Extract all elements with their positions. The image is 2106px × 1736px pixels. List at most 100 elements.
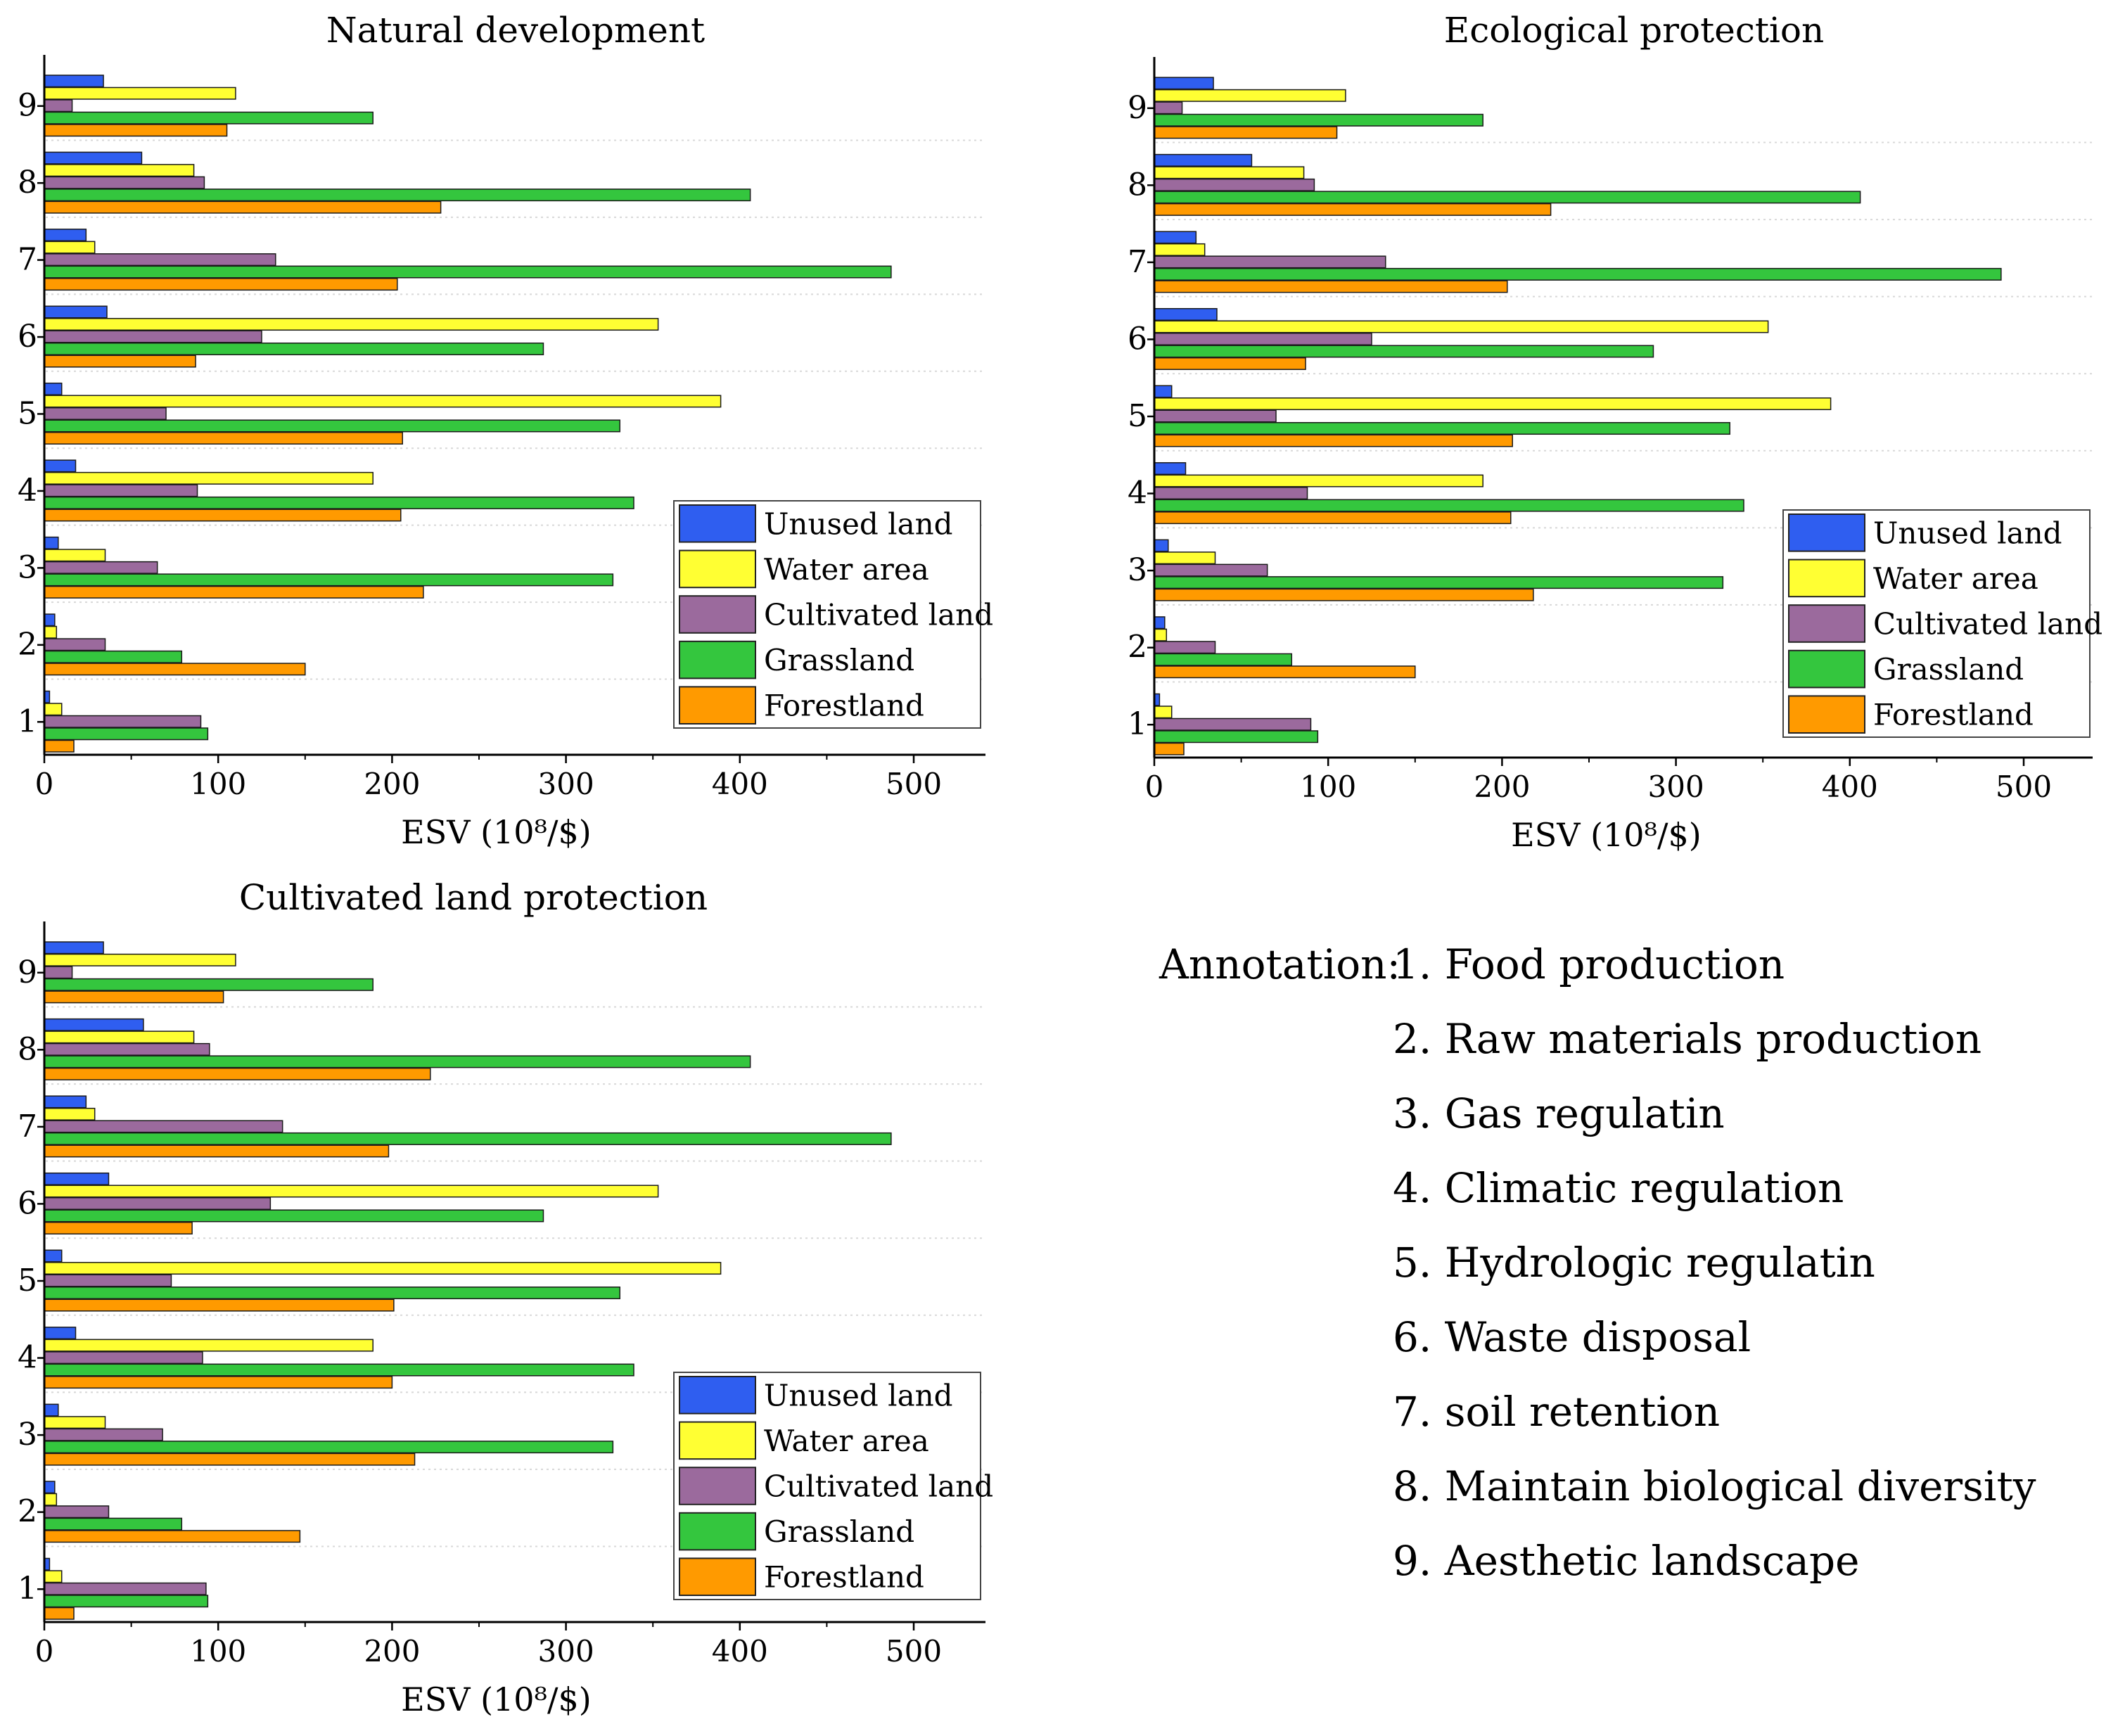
bar-grassland-cat-7 <box>44 265 892 279</box>
bar-cultivated-land-cat-4 <box>1154 487 1308 500</box>
bar-water-area-cat-8 <box>44 164 195 177</box>
bar-water-area-cat-6 <box>1154 320 1769 333</box>
bar-cultivated-land-cat-2 <box>44 638 106 651</box>
bar-grassland-cat-5 <box>44 419 620 433</box>
bar-unused-land-cat-2 <box>44 613 56 627</box>
x-tick-label: 500 <box>1996 770 2052 804</box>
bar-cultivated-land-cat-6 <box>1154 332 1372 345</box>
bar-grassland-cat-6 <box>44 343 544 356</box>
y-tick-label: 8 <box>18 1031 37 1067</box>
bar-grassland-cat-4 <box>1154 499 1744 512</box>
y-tick-label: 9 <box>1128 90 1147 126</box>
x-tick-label: 500 <box>886 767 942 801</box>
legend-swatch-unused-land <box>679 504 756 543</box>
bar-water-area-cat-4 <box>44 1339 374 1352</box>
bar-forestland-cat-8 <box>44 1067 431 1080</box>
x-tick-label: 100 <box>190 767 246 801</box>
annotation-item-7: 7. soil retention <box>1393 1388 1721 1436</box>
bar-unused-land-cat-3 <box>44 536 59 549</box>
bar-forestland-cat-9 <box>1154 126 1338 139</box>
bar-water-area-cat-4 <box>1154 474 1483 487</box>
x-tick-label: 0 <box>35 767 54 801</box>
bar-forestland-cat-4 <box>1154 511 1512 525</box>
bar-unused-land-cat-8 <box>1154 153 1253 167</box>
y-tick-label: 9 <box>18 88 37 124</box>
bar-unused-land-cat-7 <box>44 229 87 242</box>
x-tick-label: 0 <box>1145 770 1164 804</box>
bar-water-area-cat-8 <box>1154 166 1305 179</box>
bar-forestland-cat-4 <box>44 1376 393 1389</box>
legend-swatch-unused-land <box>1788 513 1865 552</box>
legend-label-forestland: Forestland <box>764 1560 924 1595</box>
y-tick-label: 4 <box>18 1340 37 1376</box>
bar-cultivated-land-cat-7 <box>1154 255 1386 269</box>
bar-water-area-cat-8 <box>44 1030 195 1044</box>
annotation-item-9: 9. Aesthetic landscape <box>1393 1537 1860 1585</box>
legend-label-cultivated-land: Cultivated land <box>764 1469 993 1504</box>
bar-grassland-cat-3 <box>44 1441 614 1454</box>
bar-cultivated-land-cat-3 <box>1154 563 1268 577</box>
y-tick-label: 1 <box>18 703 37 739</box>
bar-unused-land-cat-3 <box>44 1403 59 1417</box>
legend-swatch-grassland <box>679 640 756 679</box>
bar-cultivated-land-cat-9 <box>44 99 73 113</box>
legend-swatch-grassland <box>679 1512 756 1551</box>
chart-title: Cultivated land protection <box>239 877 708 918</box>
x-tick-label: 300 <box>538 767 594 801</box>
bar-water-area-cat-9 <box>1154 89 1346 102</box>
bar-water-area-cat-7 <box>44 241 96 254</box>
chart-panel-natural-development: Natural development 1 2 3 4 5 6 7 8 9 0 100 200 300 40… <box>18 10 993 851</box>
bar-unused-land-cat-9 <box>44 941 104 955</box>
bar-cultivated-land-cat-4 <box>44 484 198 497</box>
bar-water-area-cat-6 <box>44 318 659 331</box>
bar-water-area-cat-1 <box>44 1570 63 1583</box>
legend-label-water-area: Water area <box>1873 561 2038 596</box>
x-tick-label: 200 <box>364 1634 420 1668</box>
bar-cultivated-land-cat-8 <box>44 176 205 189</box>
y-tick-label: 1 <box>1128 706 1147 742</box>
bar-cultivated-land-cat-7 <box>44 1120 283 1133</box>
legend-swatch-forestland <box>679 1557 756 1596</box>
x-axis-label: ESV (10⁸/$) <box>401 813 592 851</box>
bar-forestland-cat-3 <box>1154 588 1534 601</box>
bar-forestland-cat-7 <box>44 1144 390 1158</box>
legend-label-unused-land: Unused land <box>764 506 953 541</box>
legend-label-water-area: Water area <box>764 1424 929 1458</box>
bar-water-area-cat-9 <box>44 87 236 100</box>
bar-unused-land-cat-5 <box>44 382 63 395</box>
bar-water-area-cat-7 <box>44 1107 96 1121</box>
bar-unused-land-cat-9 <box>1154 77 1214 90</box>
legend-swatch-cultivated-land <box>679 1467 756 1505</box>
legend-swatch-forestland <box>1788 695 1865 734</box>
bar-forestland-cat-8 <box>1154 203 1552 216</box>
bar-cultivated-land-cat-9 <box>1154 101 1183 115</box>
bar-water-area-cat-2 <box>44 1493 58 1506</box>
bar-unused-land-cat-5 <box>1154 385 1173 398</box>
y-tick-label: 3 <box>18 549 37 585</box>
bar-cultivated-land-cat-1 <box>1154 717 1312 731</box>
bar-unused-land-cat-3 <box>1154 539 1169 552</box>
bar-grassland-cat-7 <box>1154 267 2002 281</box>
bar-water-area-cat-3 <box>1154 551 1216 565</box>
bar-forestland-cat-1 <box>44 1607 75 1620</box>
x-tick-label: 400 <box>1822 770 1878 804</box>
annotation-item-8: 8. Maintain biological diversity <box>1393 1462 2036 1510</box>
bar-cultivated-land-cat-2 <box>1154 641 1216 654</box>
bar-water-area-cat-6 <box>44 1185 659 1198</box>
y-tick-label: 9 <box>18 955 37 990</box>
y-tick-label: 7 <box>18 242 37 278</box>
bar-grassland-cat-9 <box>44 111 374 125</box>
x-tick-label: 0 <box>35 1634 54 1668</box>
bar-grassland-cat-9 <box>1154 113 1483 127</box>
bar-water-area-cat-5 <box>44 395 722 408</box>
bar-cultivated-land-cat-5 <box>1154 409 1277 423</box>
legend-swatch-grassland <box>1788 649 1865 689</box>
y-tick-label: 6 <box>1128 321 1147 357</box>
bar-cultivated-land-cat-6 <box>44 330 262 343</box>
y-tick-label: 6 <box>18 319 37 355</box>
x-tick-label: 200 <box>1474 770 1530 804</box>
legend-swatch-water-area <box>1788 559 1865 598</box>
y-tick-label: 5 <box>18 396 37 432</box>
legend-swatch-water-area <box>679 549 756 589</box>
